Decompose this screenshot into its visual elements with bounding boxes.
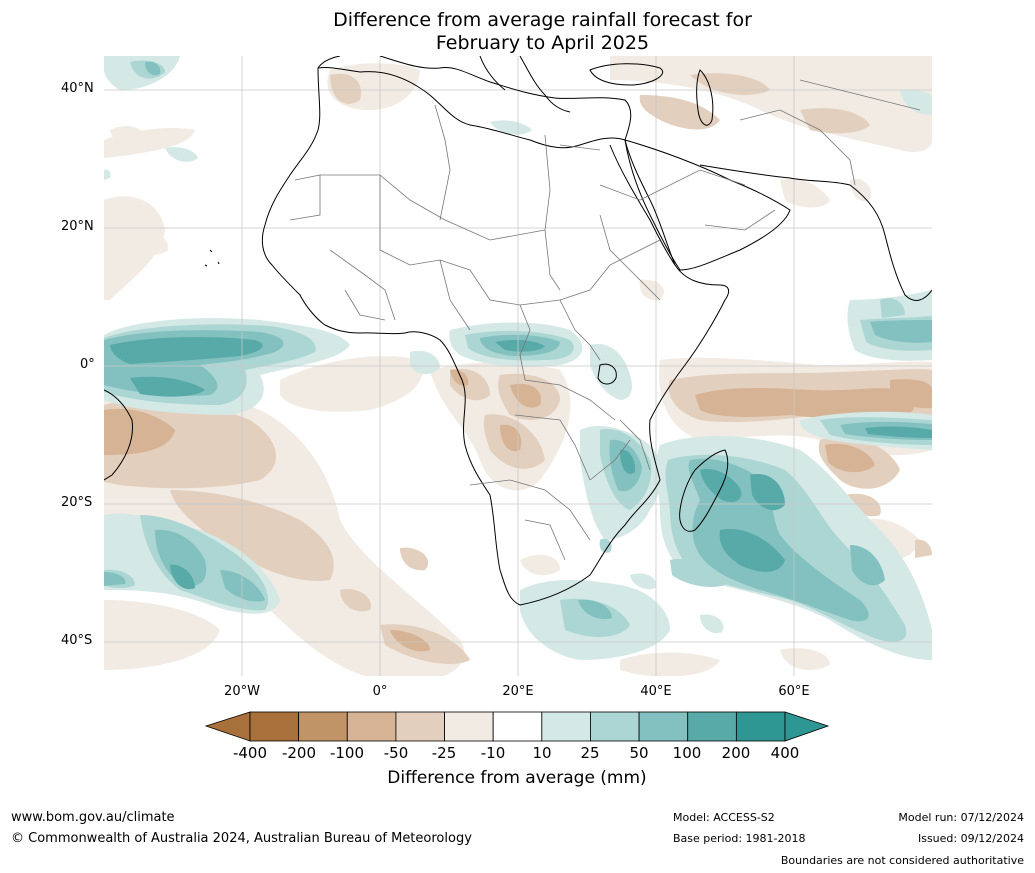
colorbar-tick-label: 50 [629, 744, 649, 762]
colorbar-tick-label: -100 [329, 744, 365, 762]
lat-label-40n: 40°N [61, 81, 94, 96]
colorbar-low-extend [204, 711, 251, 742]
footer-model: Model: ACCESS-S2 [673, 811, 775, 824]
colorbar-bin [492, 711, 543, 742]
colorbar-bin [346, 711, 397, 742]
colorbar-high-extend [784, 711, 830, 742]
map-title-line2: February to April 2025 [435, 32, 650, 54]
lat-label-0: 0° [80, 357, 95, 372]
lat-label-40s: 40°S [61, 633, 93, 648]
colorbar-tick-label: -10 [480, 744, 506, 762]
footer-website: www.bom.gov.au/climate [11, 810, 175, 825]
colorbar-bin [249, 711, 300, 742]
colorbar-bin [687, 711, 737, 742]
colorbar-title: Difference from average (mm) [387, 768, 647, 788]
colorbar-tick-label: 10 [532, 744, 552, 762]
colorbar-bin [541, 711, 591, 742]
map-title: Difference from average rainfall forecas… [0, 9, 1035, 55]
footer-model-run: Model run: 07/12/2024 [898, 811, 1024, 824]
colorbar-bin [298, 711, 348, 742]
colorbar-tick-label: 100 [672, 744, 702, 762]
colorbar-bin [444, 711, 494, 742]
colorbar-bin [638, 711, 689, 742]
lat-label-20n: 20°N [61, 219, 94, 234]
colorbar-tick-label: -25 [431, 744, 457, 762]
grid-lines [104, 56, 932, 676]
lon-label-20w: 20°W [224, 684, 260, 699]
coastlines [104, 56, 932, 606]
colorbar-tick-label: 200 [721, 744, 751, 762]
anomaly-plus-100 [110, 337, 932, 590]
footer-disclaimer: Boundaries are not considered authoritat… [780, 854, 1024, 867]
lon-label-20e: 20°E [502, 684, 534, 699]
colorbar [204, 711, 830, 742]
anomaly-field [104, 56, 932, 676]
footer-base-period: Base period: 1981-2018 [673, 832, 806, 845]
footer-copyright: © Commonwealth of Australia 2024, Austra… [11, 831, 472, 846]
lon-label-60e: 60°E [778, 684, 810, 699]
colorbar-tick-label: -400 [232, 744, 268, 762]
colorbar-bins [249, 711, 786, 742]
footer-issued: Issued: 09/12/2024 [917, 832, 1024, 845]
colorbar-bin [590, 711, 640, 742]
colorbar-tick-label: -50 [383, 744, 409, 762]
lon-label-0: 0° [372, 684, 388, 699]
country-borders [289, 79, 921, 561]
lon-label-40e: 40°E [640, 684, 672, 699]
colorbar-tick-label: 25 [580, 744, 600, 762]
colorbar-bin [735, 711, 786, 742]
map-title-line1: Difference from average rainfall forecas… [333, 9, 752, 31]
colorbar-bin [395, 711, 445, 742]
colorbar-tick-label: -200 [281, 744, 317, 762]
anomaly-minus-50 [104, 369, 932, 652]
colorbar-tick-label: 400 [770, 744, 800, 762]
lat-label-20s: 20°S [61, 495, 93, 510]
